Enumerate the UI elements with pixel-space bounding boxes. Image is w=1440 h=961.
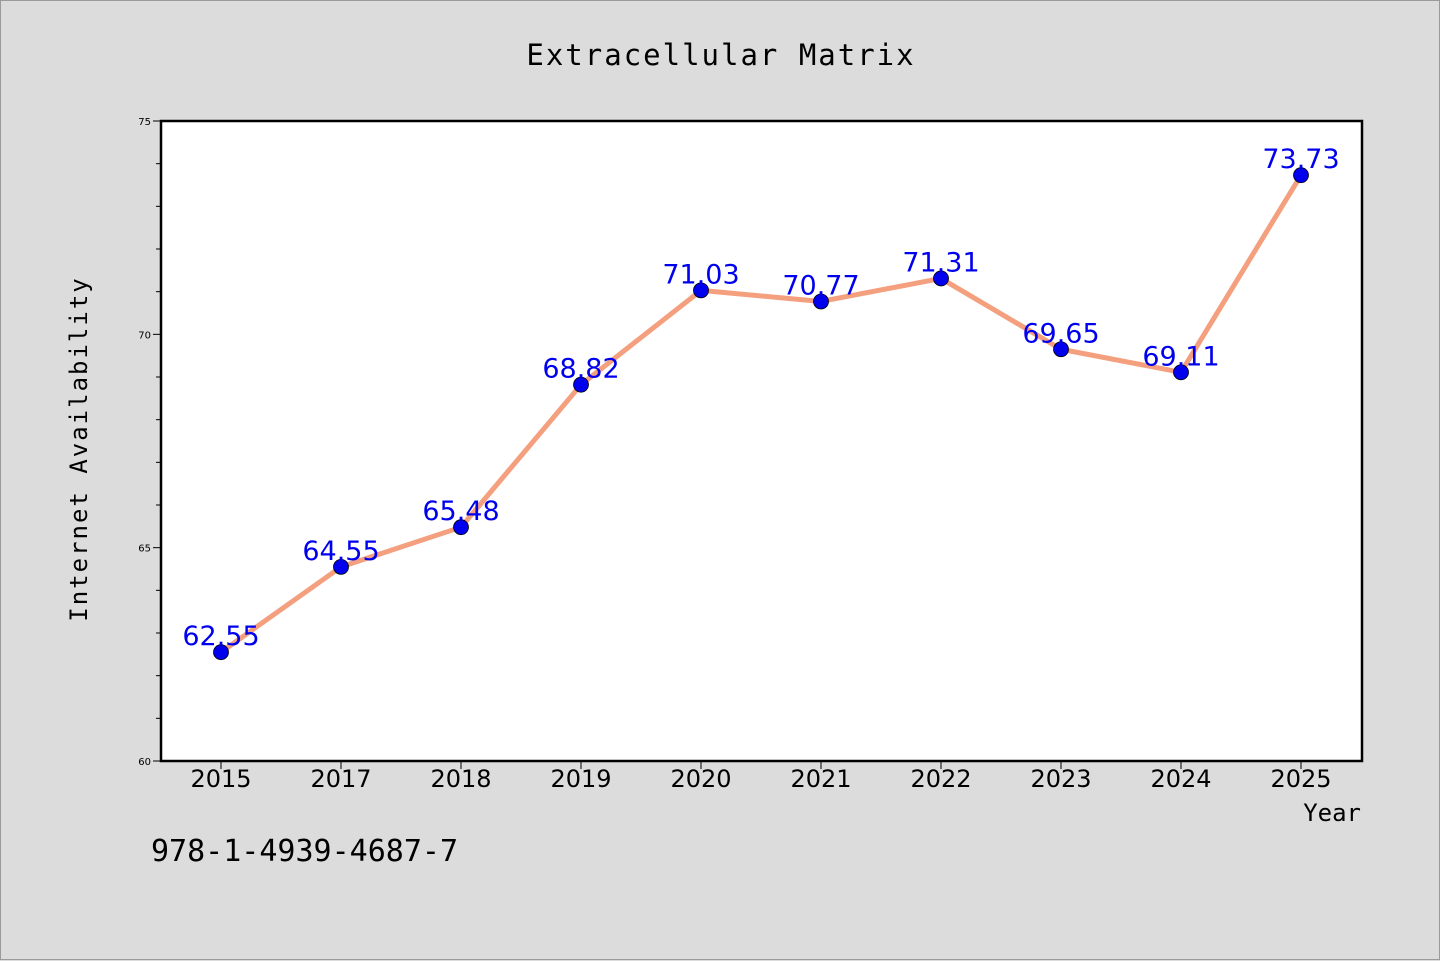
data-point bbox=[1293, 167, 1309, 184]
data-label: 71.31 bbox=[902, 247, 979, 278]
data-point bbox=[453, 519, 469, 536]
data-label: 69.11 bbox=[1142, 341, 1219, 372]
data-point bbox=[333, 558, 349, 575]
x-tick-label: 2021 bbox=[790, 765, 851, 793]
x-tick-label: 2015 bbox=[190, 765, 251, 793]
plot-area bbox=[161, 121, 1362, 761]
data-label: 73.73 bbox=[1262, 144, 1339, 175]
x-tick-label: 2019 bbox=[550, 765, 611, 793]
data-label: 69.65 bbox=[1022, 318, 1099, 349]
x-tick-label: 2024 bbox=[1150, 765, 1211, 793]
x-tick-label: 2025 bbox=[1270, 765, 1331, 793]
data-label: 68.82 bbox=[542, 354, 619, 385]
data-point bbox=[813, 293, 829, 310]
x-tick-label: 2018 bbox=[430, 765, 491, 793]
data-label: 64.55 bbox=[302, 536, 379, 567]
x-tick-label: 2023 bbox=[1030, 765, 1091, 793]
data-point bbox=[933, 270, 949, 287]
x-axis-ticks: 2015 2017 2018 2019 2020 2021 2022 2023 2024 2025 bbox=[190, 761, 1332, 793]
y-tick-label: 75 bbox=[138, 117, 151, 128]
series-layer: 62.55 64.55 65.48 68.82 71.03 70.77 71.31 69.65… bbox=[182, 144, 1340, 661]
data-point bbox=[1053, 341, 1069, 358]
y-tick-label: 60 bbox=[138, 757, 151, 768]
y-tick-label: 65 bbox=[138, 544, 151, 555]
x-axis-label: Year bbox=[1303, 799, 1361, 827]
data-point bbox=[573, 376, 589, 393]
isbn-text: 978-1-4939-4687-7 bbox=[151, 834, 459, 869]
series-line bbox=[218, 172, 1304, 655]
data-point bbox=[693, 282, 709, 299]
data-point bbox=[1173, 364, 1189, 381]
x-tick-label: 2022 bbox=[910, 765, 971, 793]
y-axis-ticks: 60 65 70 75 bbox=[138, 117, 161, 768]
data-label: 70.77 bbox=[782, 270, 859, 301]
x-tick-label: 2020 bbox=[670, 765, 731, 793]
plot-frame bbox=[159, 119, 1364, 763]
chart-title: Extracellular Matrix bbox=[526, 38, 915, 72]
data-label: 71.03 bbox=[662, 259, 739, 290]
y-tick-label: 70 bbox=[138, 330, 151, 341]
y-axis-label: Internet Availability bbox=[65, 276, 93, 621]
x-tick-label: 2017 bbox=[310, 765, 371, 793]
data-label: 65.48 bbox=[422, 496, 499, 527]
data-label: 62.55 bbox=[182, 621, 259, 652]
data-point bbox=[213, 644, 229, 661]
